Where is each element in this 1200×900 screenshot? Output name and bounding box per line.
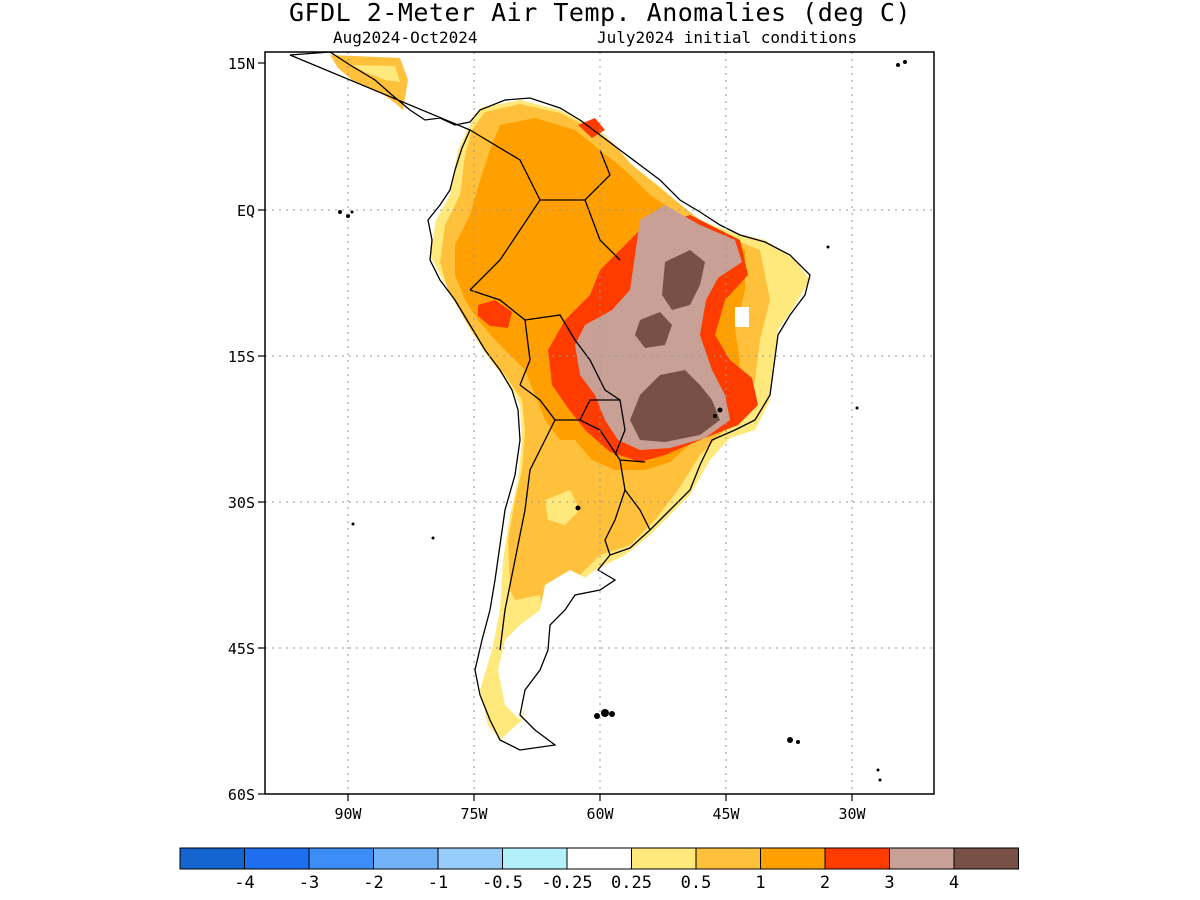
colorbar-swatch	[244, 847, 310, 870]
longitude-labels: 90W 75W 60W 45W 30W	[334, 805, 866, 823]
colorbar-label: -2	[363, 873, 383, 893]
initial-conditions-subtitle: July2024 initial conditions	[597, 28, 858, 47]
colorbar-swatch	[631, 847, 697, 870]
colorbar-label: 2	[820, 873, 830, 893]
colorbar-swatch	[437, 847, 503, 870]
colorbar-labels: -4 -3 -2 -1 -0.5 -0.25 0.25 0.5 1 2 3 4	[234, 873, 959, 893]
islands	[338, 60, 907, 782]
colorbar-label: -1	[428, 873, 448, 893]
lat-label: 30S	[228, 494, 255, 512]
colorbar-label: 0.25	[611, 873, 652, 893]
colorbar-label: 0.5	[681, 873, 712, 893]
colorbar-label: -3	[299, 873, 319, 893]
graticule	[265, 52, 934, 794]
colorbar-label: 3	[884, 873, 894, 893]
colorbar-label: -0.5	[482, 873, 523, 893]
lat-label: 15N	[228, 55, 255, 73]
lat-label: EQ	[237, 202, 255, 220]
lat-label: 45S	[228, 640, 255, 658]
map-title: GFDL 2-Meter Air Temp. Anomalies (deg C)	[288, 0, 912, 27]
lon-label: 60W	[586, 805, 614, 823]
colorbar-label: 1	[755, 873, 765, 893]
colorbar-swatch	[760, 847, 826, 870]
period-subtitle: Aug2024-Oct2024	[333, 28, 478, 47]
colorbar-swatch	[953, 847, 1019, 870]
colorbar-label: 4	[949, 873, 959, 893]
colorbar-swatch	[566, 847, 632, 870]
colorbar-label: -4	[234, 873, 254, 893]
colorbar-swatch	[695, 847, 761, 870]
colorbar-swatch	[502, 847, 568, 870]
central-america-anomaly	[330, 55, 408, 110]
colorbar-swatch	[889, 847, 955, 870]
anomaly-fields	[289, 52, 907, 782]
lon-label: 45W	[712, 805, 740, 823]
lat-label: 15S	[228, 348, 255, 366]
latitude-labels: 15N EQ 15S 30S 45S 60S	[228, 55, 255, 804]
lat-label: 60S	[228, 786, 255, 804]
anomaly-above-4	[662, 250, 705, 310]
colorbar-swatch	[179, 847, 245, 870]
colorbar	[179, 847, 1019, 870]
lon-label: 30W	[838, 805, 866, 823]
colorbar-swatch	[824, 847, 890, 870]
colorbar-swatch	[308, 847, 374, 870]
lon-label: 75W	[460, 805, 488, 823]
colorbar-label: -0.25	[541, 873, 592, 893]
colorbar-swatch	[373, 847, 439, 870]
lon-label: 90W	[334, 805, 362, 823]
axis-ticks	[258, 62, 853, 801]
